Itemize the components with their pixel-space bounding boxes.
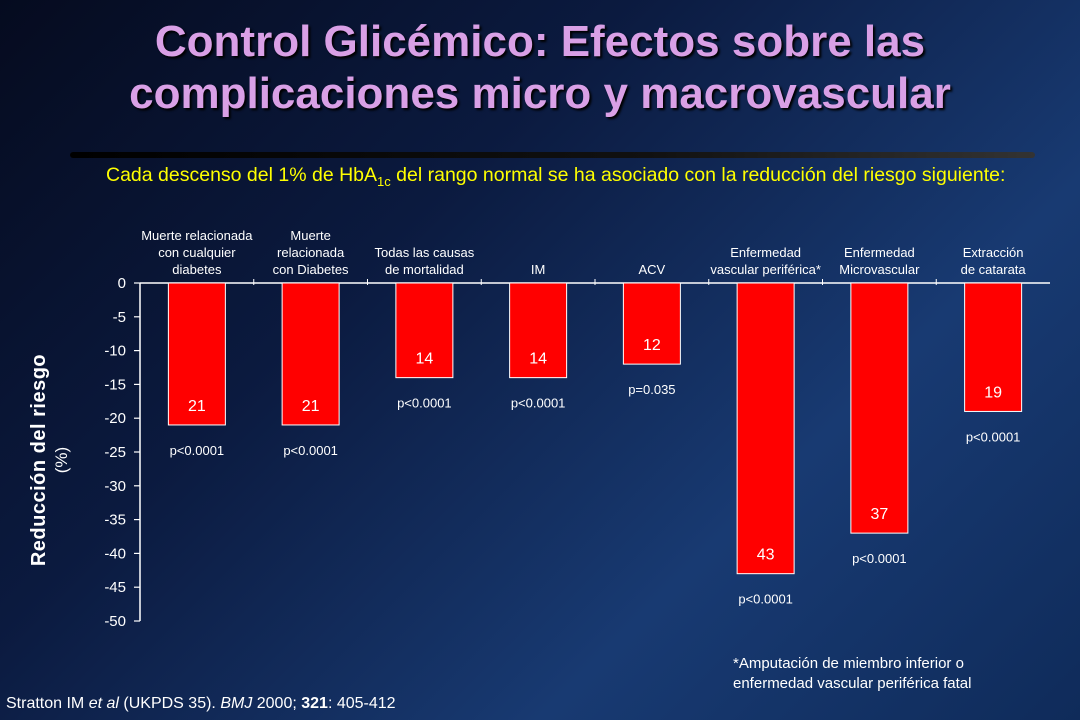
bar — [736, 282, 795, 575]
citation-volume: 321 — [301, 695, 328, 712]
title-line-2: complicaciones micro y macrovascular — [129, 69, 951, 118]
y-tick-label: -5 — [113, 309, 126, 326]
y-tick-label: -30 — [104, 478, 126, 495]
y-tick-label: -25 — [104, 444, 126, 461]
data-label: 12 — [643, 337, 661, 354]
subtitle: Cada descenso del 1% de HbA1c del rango … — [106, 162, 1036, 195]
category-label: vascular periférica* — [710, 262, 821, 277]
citation: Stratton IM et al (UKPDS 35). BMJ 2000; … — [6, 695, 396, 713]
data-label: 21 — [302, 398, 320, 415]
data-label: 21 — [188, 398, 206, 415]
category-label: con Diabetes — [273, 262, 349, 277]
bar — [167, 282, 226, 426]
p-value-label: p<0.0001 — [852, 551, 907, 566]
category-label: relacionada — [277, 245, 345, 260]
bar — [850, 282, 909, 534]
data-label: 37 — [870, 506, 888, 523]
title-line-1: Control Glicémico: Efectos sobre las — [154, 17, 926, 66]
category-label: de catarata — [961, 262, 1027, 277]
y-tick-label: -45 — [104, 579, 126, 596]
citation-etal: et al — [88, 695, 119, 712]
bar — [395, 282, 454, 379]
bar — [281, 282, 340, 426]
data-label: 19 — [984, 384, 1002, 401]
category-label: IM — [531, 262, 545, 277]
category-label: ACV — [639, 262, 666, 277]
data-label: 14 — [415, 351, 433, 368]
bar — [622, 282, 681, 365]
data-label: 14 — [529, 351, 547, 368]
y-tick-label: -20 — [104, 410, 126, 427]
p-value-label: p=0.035 — [628, 382, 675, 397]
category-label: Enfermedad — [730, 245, 801, 260]
p-value-label: p<0.0001 — [511, 396, 566, 411]
citation-year: 2000; — [252, 695, 302, 712]
y-tick-label: -50 — [104, 613, 126, 630]
p-value-label: p<0.0001 — [283, 443, 338, 458]
y-tick-label: -10 — [104, 343, 126, 360]
citation-authors: Stratton IM — [6, 695, 89, 712]
p-value-label: p<0.0001 — [397, 396, 452, 411]
y-tick-label: 0 — [118, 275, 126, 292]
citation-journal: BMJ — [220, 695, 253, 712]
bar — [964, 282, 1023, 412]
p-value-label: p<0.0001 — [966, 429, 1021, 444]
category-label: de mortalidad — [385, 262, 464, 277]
y-axis-label-unit: (%) — [52, 446, 71, 474]
y-tick-label: -35 — [104, 512, 126, 529]
subtitle-text-before: Cada descenso del 1% de HbA — [106, 164, 378, 186]
title-divider — [70, 152, 1035, 158]
category-label: Todas las causas — [375, 245, 475, 260]
category-label: Muerte — [290, 228, 330, 243]
footnote-line-2: enfermedad vascular periférica fatal — [733, 675, 972, 692]
footnote-line-1: *Amputación de miembro inferior o — [733, 655, 964, 672]
category-label: Microvascular — [839, 262, 920, 277]
data-label: 43 — [757, 547, 775, 564]
slide-title: Control Glicémico: Efectos sobre las com… — [0, 16, 1080, 120]
category-label: con cualquier — [158, 245, 236, 260]
category-label: Muerte relacionada — [141, 228, 253, 243]
citation-study: (UKPDS 35). — [118, 695, 221, 712]
subtitle-text-after: del rango normal se ha asociado con la r… — [390, 164, 1006, 186]
y-axis-label-main: Reducción del riesgo — [28, 353, 50, 567]
category-label: diabetes — [172, 262, 222, 277]
footnote: *Amputación de miembro inferior o enferm… — [733, 654, 1053, 694]
y-tick-label: -15 — [104, 376, 126, 393]
y-tick-label: -40 — [104, 545, 126, 562]
p-value-label: p<0.0001 — [170, 443, 225, 458]
p-value-label: p<0.0001 — [738, 592, 793, 607]
bar — [509, 282, 568, 379]
category-label: Extracción — [963, 245, 1024, 260]
subtitle-subscript: 1c — [377, 173, 391, 189]
citation-pages: : 405-412 — [327, 695, 396, 712]
category-label: Enfermedad — [844, 245, 915, 260]
